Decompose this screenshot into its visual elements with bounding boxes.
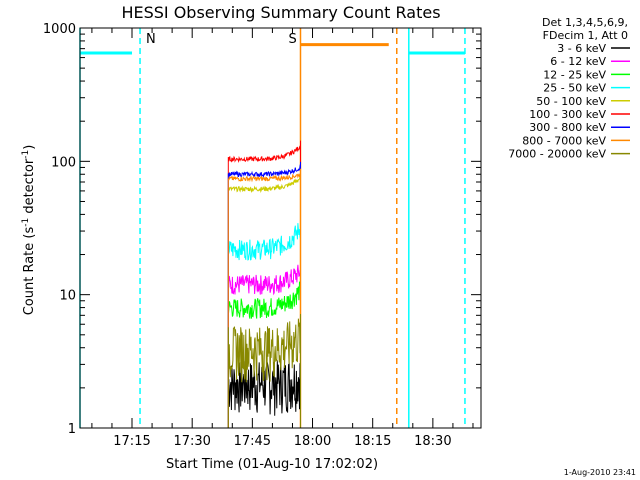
legend-header-line2: FDecim 1, Att 0: [543, 29, 628, 42]
x-tick-label: 18:30: [414, 434, 451, 449]
generation-timestamp: 1-Aug-2010 23:41: [564, 468, 636, 477]
legend-entry-label: 6 - 12 keV: [550, 55, 606, 68]
legend-entry-label: 100 - 300 keV: [529, 108, 606, 121]
plot-frame: [79, 27, 482, 429]
x-tick-label: 18:15: [354, 434, 391, 449]
series-line: [227, 221, 301, 428]
y-axis: 1 10 100 1000: [43, 22, 481, 437]
series-line: [227, 313, 301, 428]
legend-entry-label: 12 - 25 keV: [543, 68, 606, 81]
x-tick-label: 17:15: [113, 434, 150, 449]
chart-title: HESSI Observing Summary Count Rates: [121, 3, 440, 22]
x-tick-label: 18:00: [294, 434, 331, 449]
series-line: [227, 264, 301, 428]
x-tick-label: 17:45: [234, 434, 271, 449]
y-axis-label: Count Rate (s-1 detector-1): [21, 145, 37, 316]
plot-border: [79, 27, 482, 429]
y-axis-label-sup2: -1: [21, 150, 31, 159]
legend-entry-label: 25 - 50 keV: [543, 82, 606, 95]
y-tick-label: 1: [68, 422, 76, 437]
legend-entry-label: 800 - 7000 keV: [522, 134, 606, 147]
series-line: [227, 140, 301, 428]
y-tick-label: 10: [59, 289, 76, 304]
legend-header-line1: Det 1,3,4,5,6,9,: [542, 16, 628, 29]
legend-entry-label: 3 - 6 keV: [557, 42, 606, 55]
y-axis-label-part2: detector: [22, 158, 37, 218]
series-line: [227, 168, 301, 428]
series-line: [227, 172, 301, 428]
y-axis-label-sup1: -1: [21, 218, 31, 227]
x-tick-label: 17:30: [173, 434, 210, 449]
y-axis-label-part3: ): [22, 145, 37, 150]
y-tick-label: 100: [51, 155, 76, 170]
marker-label: S: [288, 32, 296, 47]
series-line: [227, 280, 301, 428]
x-axis-label: Start Time (01-Aug-10 17:02:02): [166, 457, 378, 472]
series-line: [227, 161, 301, 428]
legend-entry-label: 300 - 800 keV: [529, 121, 606, 134]
legend-entry-label: 50 - 100 keV: [536, 95, 606, 108]
legend-entry-label: 7000 - 20000 keV: [508, 148, 606, 161]
y-tick-label: 1000: [43, 22, 76, 37]
y-axis-label-part1: Count Rate (s: [22, 227, 37, 316]
marker-label: N: [146, 32, 156, 47]
legend: Det 1,3,4,5,6,9, FDecim 1, Att 0 3 - 6 k…: [508, 16, 630, 161]
x-axis: 17:15 17:30 17:45 18:00 18:15 18:30: [91, 28, 474, 449]
